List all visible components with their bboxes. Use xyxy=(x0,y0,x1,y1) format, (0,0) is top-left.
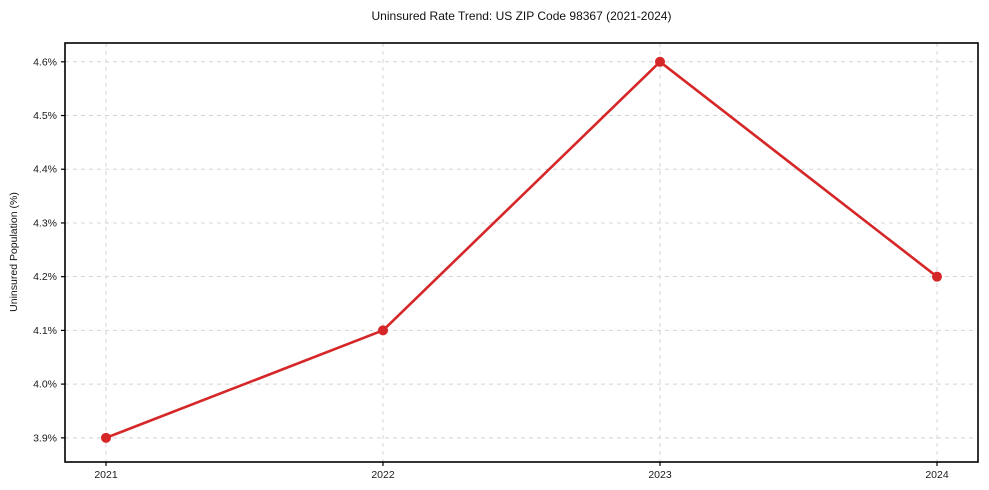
y-tick-label: 4.1% xyxy=(33,325,57,337)
y-tick-label: 4.6% xyxy=(33,56,57,68)
data-point xyxy=(655,56,665,67)
data-line xyxy=(104,60,939,440)
y-tick-label: 3.9% xyxy=(33,432,57,444)
y-tick-label: 4.0% xyxy=(33,379,57,391)
data-point xyxy=(101,432,111,443)
chart-title: Uninsured Rate Trend: US ZIP Code 98367 … xyxy=(371,9,672,23)
y-tick-label: 4.5% xyxy=(33,110,57,122)
plot-border xyxy=(64,42,979,463)
data-point xyxy=(932,271,942,282)
x-tick-label: 2022 xyxy=(371,469,395,481)
x-tick-label: 2023 xyxy=(648,469,672,481)
y-tick-label: 4.4% xyxy=(33,164,57,176)
x-tick-label: 2024 xyxy=(925,469,949,481)
data-point xyxy=(378,325,388,336)
x-tick-label: 2021 xyxy=(94,469,118,481)
y-tick-label: 4.2% xyxy=(33,271,57,283)
y-tick-label: 4.3% xyxy=(33,217,57,229)
